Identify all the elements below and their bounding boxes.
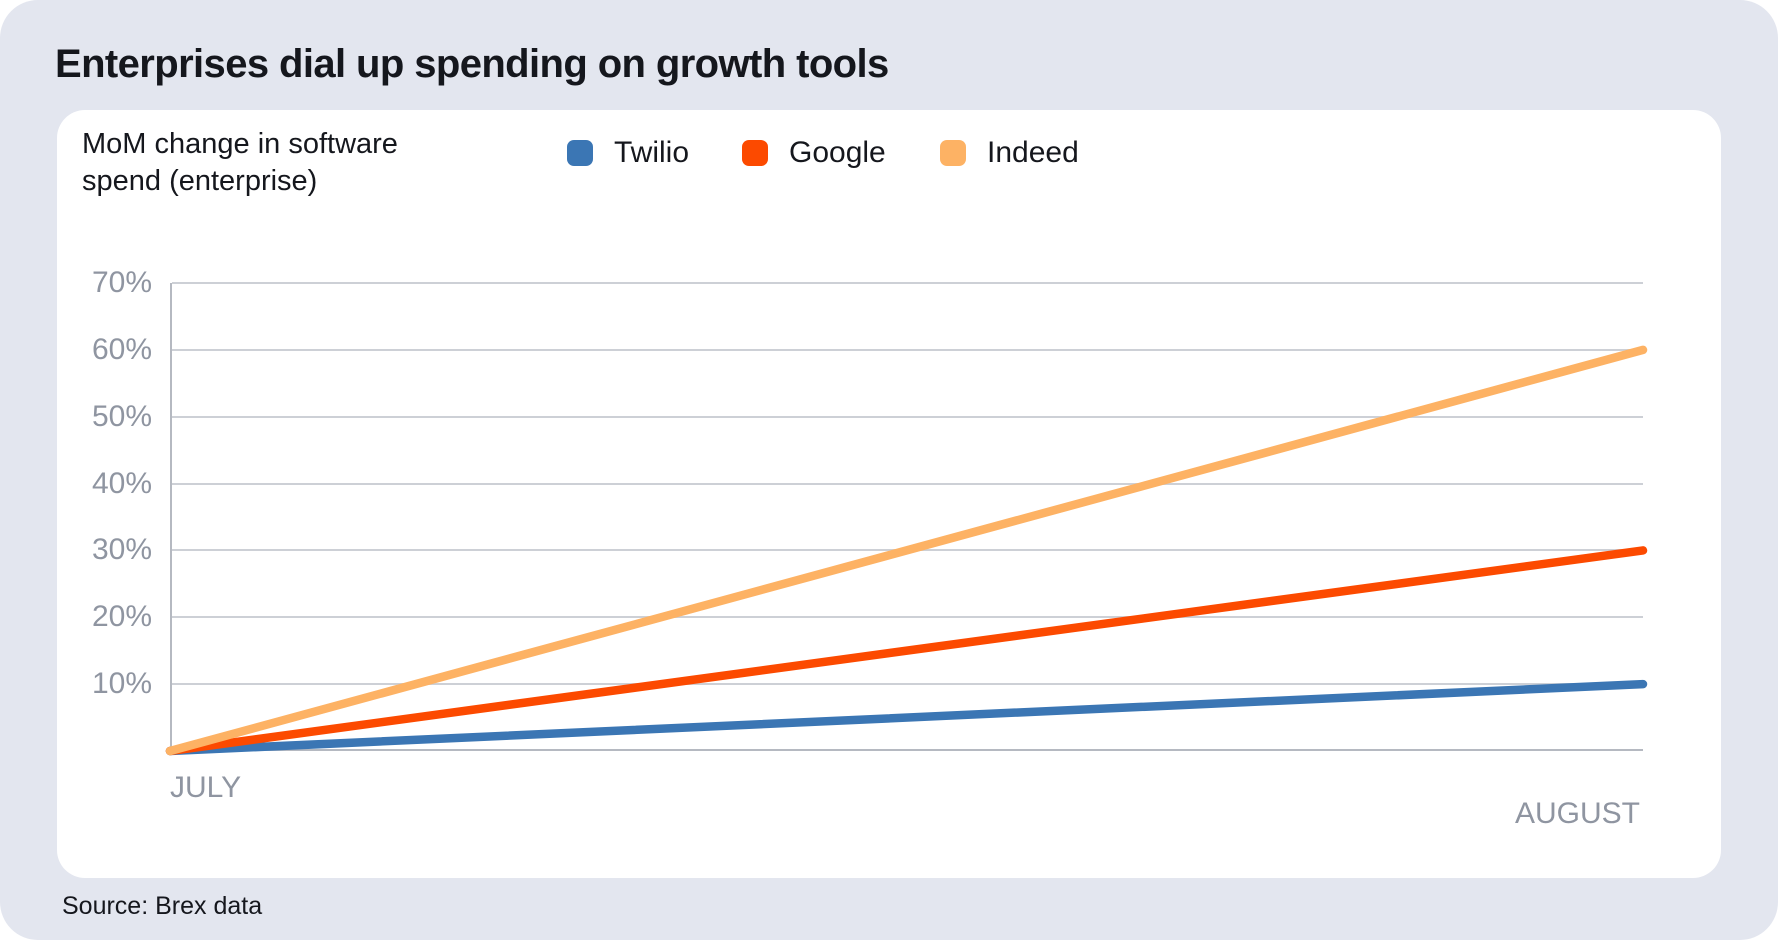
gridline xyxy=(172,348,1643,351)
legend-label-twilio: Twilio xyxy=(614,136,690,169)
line-indeed xyxy=(165,345,1648,756)
y-axis-tick-label: 60% xyxy=(91,332,152,366)
y-axis-tick-label: 20% xyxy=(91,600,152,634)
chart-subtitle-line-1: MoM change in software xyxy=(82,128,398,160)
gridline xyxy=(172,482,1643,485)
y-axis-tick-label: 40% xyxy=(91,466,152,500)
google-swatch-icon xyxy=(742,140,768,166)
gridline xyxy=(172,616,1643,619)
indeed-swatch-icon xyxy=(940,140,966,166)
gridline xyxy=(172,415,1643,418)
legend-item-twilio: Twilio xyxy=(567,136,690,169)
y-axis-tick-label: 50% xyxy=(91,399,152,433)
legend-item-indeed: Indeed xyxy=(940,136,1079,169)
line-google xyxy=(165,546,1648,756)
legend-label-google: Google xyxy=(789,136,886,169)
legend-item-google: Google xyxy=(742,136,886,169)
y-axis-tick-label: 30% xyxy=(91,533,152,567)
source-note: Source: Brex data xyxy=(62,892,263,920)
y-axis-tick-label: 70% xyxy=(91,266,152,299)
page-title: Enterprises dial up spending on growth t… xyxy=(55,42,889,86)
gridline xyxy=(172,282,1643,284)
chart-lines xyxy=(165,345,1648,756)
y-axis-tick-label: 10% xyxy=(91,667,152,701)
line-twilio xyxy=(165,679,1648,756)
twilio-swatch-icon xyxy=(567,140,593,166)
chart-subtitle-line-2: spend (enterprise) xyxy=(82,165,318,197)
chart-subtitle: MoM change in software spend (enterprise… xyxy=(82,126,398,200)
x-axis-label-july: JULY xyxy=(170,771,242,804)
legend-label-indeed: Indeed xyxy=(987,136,1079,169)
gridline xyxy=(172,683,1643,686)
x-axis-label-august: AUGUST xyxy=(1514,797,1640,830)
